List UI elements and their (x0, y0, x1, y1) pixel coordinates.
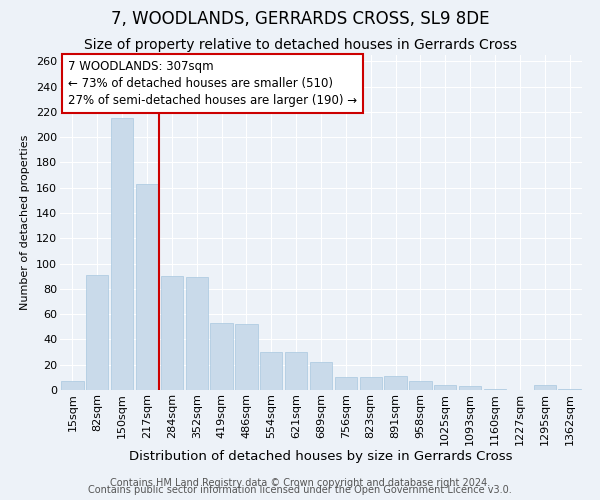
Bar (260, 352, 283, 390)
Bar (285, 352, 307, 390)
Bar (136, 184, 158, 390)
Bar (385, 376, 407, 390)
Bar (310, 362, 332, 390)
Bar (409, 381, 431, 390)
Y-axis label: Number of detached properties: Number of detached properties (20, 135, 31, 310)
Bar (335, 378, 357, 390)
Bar (533, 385, 556, 390)
Bar (185, 278, 208, 390)
Text: 7 WOODLANDS: 307sqm
← 73% of detached houses are smaller (510)
27% of semi-detac: 7 WOODLANDS: 307sqm ← 73% of detached ho… (68, 60, 357, 107)
Bar (359, 378, 382, 390)
Bar (211, 323, 233, 390)
Bar (111, 118, 133, 390)
Bar (434, 385, 457, 390)
Bar (459, 386, 481, 390)
Bar (61, 381, 83, 390)
Text: Size of property relative to detached houses in Gerrards Cross: Size of property relative to detached ho… (83, 38, 517, 52)
Bar (484, 388, 506, 390)
Bar (161, 276, 183, 390)
Bar (86, 275, 109, 390)
X-axis label: Distribution of detached houses by size in Gerrards Cross: Distribution of detached houses by size … (129, 450, 513, 464)
Text: Contains HM Land Registry data © Crown copyright and database right 2024.: Contains HM Land Registry data © Crown c… (110, 478, 490, 488)
Text: Contains public sector information licensed under the Open Government Licence v3: Contains public sector information licen… (88, 485, 512, 495)
Bar (559, 388, 581, 390)
Text: 7, WOODLANDS, GERRARDS CROSS, SL9 8DE: 7, WOODLANDS, GERRARDS CROSS, SL9 8DE (111, 10, 489, 28)
Bar (235, 324, 257, 390)
